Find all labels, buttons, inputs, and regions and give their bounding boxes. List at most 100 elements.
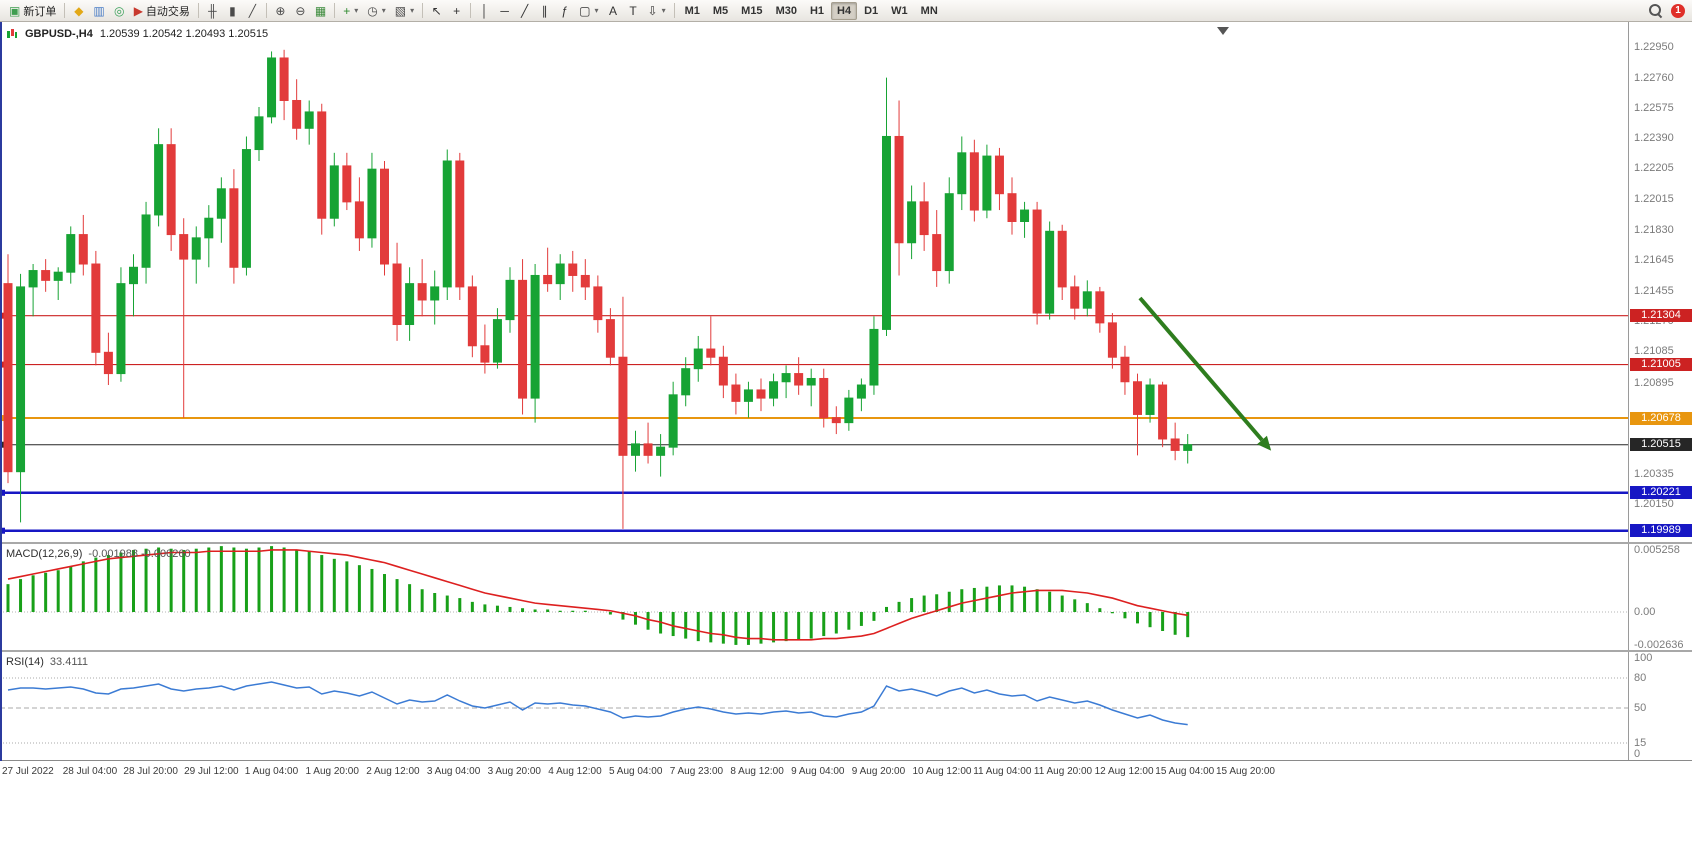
timeframe-m15-button[interactable]: M15: [741, 4, 763, 17]
time-axis-label: 9 Aug 20:00: [851, 766, 906, 777]
time-axis-label: 4 Aug 12:00: [548, 766, 602, 777]
new-order-icon: ▣: [9, 3, 21, 18]
rsi-axis-label: 100: [1634, 652, 1653, 664]
zoom-in-button[interactable]: ⊕: [271, 1, 290, 20]
rsi-panel-splitter[interactable]: [0, 650, 1692, 652]
timeframe-mn-button[interactable]: MN: [920, 4, 938, 17]
tile-windows-button[interactable]: ▦: [311, 1, 330, 20]
price-axis-label: 1.21645: [1634, 253, 1674, 266]
timeframe-m1-button[interactable]: M1: [684, 4, 700, 17]
channel-button[interactable]: ∥: [535, 1, 554, 20]
candlestick-plot[interactable]: [0, 22, 1628, 542]
toolbar-separator: [197, 3, 199, 18]
text-label-button[interactable]: T: [624, 1, 643, 20]
price-tag: 1.20678: [1630, 411, 1692, 425]
chevron-down-icon: ▾: [354, 6, 359, 15]
line-chart-button[interactable]: ╱: [243, 1, 262, 20]
periods-button[interactable]: ◷ ▾: [363, 1, 390, 20]
rsi-axis-label: 15: [1634, 737, 1647, 749]
time-axis-label: 9 Aug 04:00: [791, 766, 845, 777]
autotrading-button[interactable]: ▶ 自动交易: [130, 1, 194, 20]
rsi-axis-label: 80: [1634, 672, 1647, 684]
notification-badge[interactable]: 1: [1671, 3, 1685, 18]
time-axis-label: 3 Aug 04:00: [426, 766, 481, 777]
market-watch-button[interactable]: ▥: [89, 1, 108, 20]
time-axis[interactable]: 27 Jul 2022 28 Jul 04:00 28 Jul 20:00 29 Ju…: [0, 761, 1692, 782]
chevron-down-icon: ▾: [410, 6, 415, 15]
rsi-indicator-label: RSI(14) 33.4111: [6, 656, 89, 668]
time-axis-label: 10 Aug 12:00: [912, 766, 972, 777]
indicators-icon: +: [343, 3, 351, 18]
timeframe-d1-button[interactable]: D1: [864, 4, 879, 17]
navigator-button[interactable]: ◎: [110, 1, 129, 20]
periods-icon: ◷: [367, 3, 378, 18]
timeframe-m30-button[interactable]: M30: [775, 4, 797, 17]
time-axis-label: 28 Jul 04:00: [62, 766, 118, 777]
time-axis-label: 3 Aug 20:00: [487, 766, 541, 777]
macd-panel-splitter[interactable]: [0, 542, 1692, 544]
price-axis-label: 1.21830: [1634, 223, 1674, 236]
timeframe-m5-button[interactable]: M5: [712, 4, 729, 17]
price-axis[interactable]: 1.22950 1.22760 1.22575 1.22390 1.22205 1.220…: [1628, 22, 1692, 542]
rsi-panel[interactable]: RSI(14) 33.4111: [0, 652, 1628, 760]
vertical-line-icon: │: [480, 3, 489, 18]
price-axis-label: 1.21455: [1634, 284, 1674, 297]
new-chart-button[interactable]: ◆: [69, 1, 88, 20]
line-chart-icon: ╱: [248, 3, 257, 18]
indicators-button[interactable]: + ▾: [339, 1, 362, 20]
price-axis-label: 1.22205: [1634, 162, 1674, 175]
time-axis-label: 15 Aug 20:00: [1216, 766, 1275, 777]
toolbar-separator: [422, 3, 424, 18]
search-icon[interactable]: [1649, 4, 1662, 17]
candlestick-chart-icon: ▮: [229, 3, 236, 18]
bar-chart-button[interactable]: ╫: [203, 1, 222, 20]
bar-chart-icon: ╫: [208, 3, 217, 18]
new-order-button[interactable]: ▣ 新订单: [5, 1, 60, 20]
price-tag: 1.20515: [1630, 438, 1692, 452]
zoom-in-icon: ⊕: [275, 3, 286, 18]
price-axis-label: 1.22760: [1634, 71, 1674, 84]
price-axis-label: 1.22015: [1634, 193, 1674, 206]
main-chart-panel[interactable]: GBPUSD-,H4 1.20539 1.20542 1.20493 1.205…: [0, 22, 1628, 542]
chevron-down-icon: ▾: [661, 6, 666, 15]
timeframe-w1-button[interactable]: W1: [891, 4, 908, 17]
price-axis-label: 1.20335: [1634, 468, 1674, 481]
timeframe-h1-button[interactable]: H1: [809, 4, 825, 17]
price-axis-label: 1.22950: [1634, 40, 1674, 53]
chevron-down-icon: ▾: [594, 6, 599, 15]
templates-button[interactable]: ▧ ▾: [391, 1, 418, 20]
rsi-plot[interactable]: [0, 652, 1628, 760]
text-button[interactable]: A: [604, 1, 623, 20]
zoom-out-button[interactable]: ⊖: [291, 1, 310, 20]
vertical-line-button[interactable]: │: [475, 1, 494, 20]
fibonacci-icon: ƒ: [561, 3, 568, 18]
horizontal-line-icon: ─: [500, 3, 509, 18]
arrows-button[interactable]: ⇩ ▾: [644, 1, 670, 20]
price-tag: 1.21304: [1630, 309, 1692, 323]
candlestick-chart-button[interactable]: ▮: [223, 1, 242, 20]
shapes-icon: ▢: [579, 3, 591, 18]
cursor-button[interactable]: ↖: [427, 1, 446, 20]
shapes-button[interactable]: ▢ ▾: [575, 1, 602, 20]
market-watch-icon: ▥: [93, 3, 105, 18]
text-icon: A: [609, 3, 618, 18]
time-axis-label: 1 Aug 20:00: [305, 766, 359, 777]
time-axis-label: 15 Aug 04:00: [1155, 766, 1215, 777]
new-order-button-label: 新订单: [23, 5, 57, 18]
toolbar-separator: [470, 3, 472, 18]
price-axis-label: 1.20895: [1634, 376, 1674, 389]
trendline-icon: ╱: [521, 3, 529, 18]
horizontal-line-button[interactable]: ─: [495, 1, 514, 20]
price-tag: 1.20221: [1630, 486, 1692, 500]
chart-window-icon: [7, 29, 17, 38]
timeframe-h4-button[interactable]: H4: [831, 1, 858, 20]
fibonacci-button[interactable]: ƒ: [555, 1, 574, 20]
macd-panel[interactable]: MACD(12,26,9) -0.001988 -0.000260: [0, 544, 1628, 650]
chart-left-border: [0, 22, 2, 761]
crosshair-button[interactable]: +: [447, 1, 466, 20]
trendline-button[interactable]: ╱: [515, 1, 534, 20]
time-axis-border: [0, 760, 1692, 761]
time-axis-label: 5 Aug 04:00: [609, 766, 663, 777]
macd-plot[interactable]: [0, 544, 1628, 650]
